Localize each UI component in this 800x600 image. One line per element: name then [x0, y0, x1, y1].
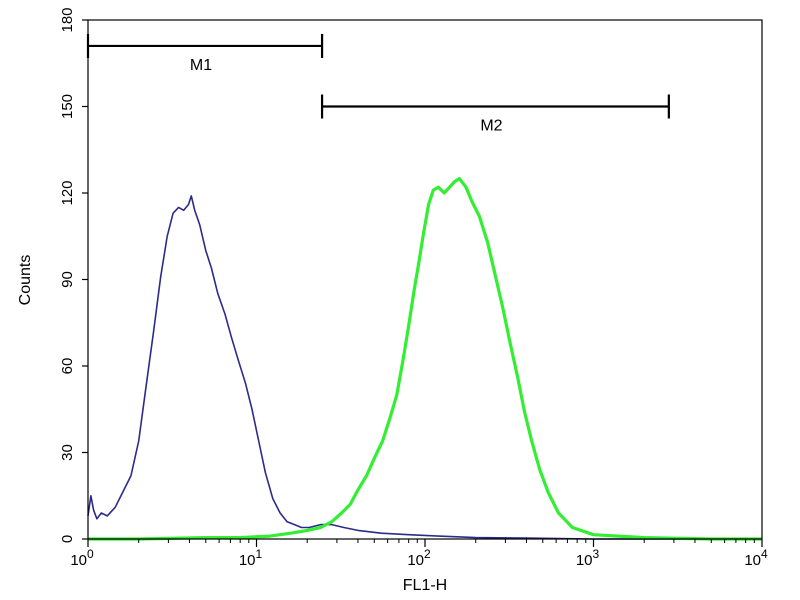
- x-tick-label: 100: [70, 547, 94, 569]
- y-tick-label: 60: [59, 358, 76, 375]
- gate-marker-m2: M2: [320, 94, 670, 135]
- x-tick-label: 102: [407, 547, 431, 569]
- y-axis-ticks: 0 30 60 90 120 150 180: [59, 7, 88, 543]
- x-tick-label: 103: [576, 547, 600, 569]
- y-tick-label: 180: [59, 7, 76, 32]
- plot-frame: [87, 19, 763, 540]
- x-axis-ticks: 100 101 102 103 104: [70, 539, 768, 569]
- gate-marker-m1: M1: [86, 33, 324, 74]
- y-tick-label: 120: [59, 180, 76, 205]
- y-tick-label: 90: [59, 271, 76, 288]
- histogram-series-1: [87, 195, 762, 540]
- gate-label: M1: [190, 57, 212, 74]
- histogram-series-2: [88, 177, 762, 541]
- x-axis-title: FL1-H: [403, 577, 447, 594]
- series-layer: [87, 177, 762, 541]
- y-tick-label: 30: [59, 444, 76, 461]
- x-tick-label: 104: [744, 547, 768, 569]
- gate-label: M2: [480, 118, 502, 135]
- y-tick-label: 150: [59, 94, 76, 119]
- y-axis-title: Counts: [17, 255, 34, 306]
- y-tick-label: 0: [59, 535, 76, 543]
- marker-layer: M1 M2: [86, 33, 670, 135]
- x-tick-label: 101: [239, 547, 263, 569]
